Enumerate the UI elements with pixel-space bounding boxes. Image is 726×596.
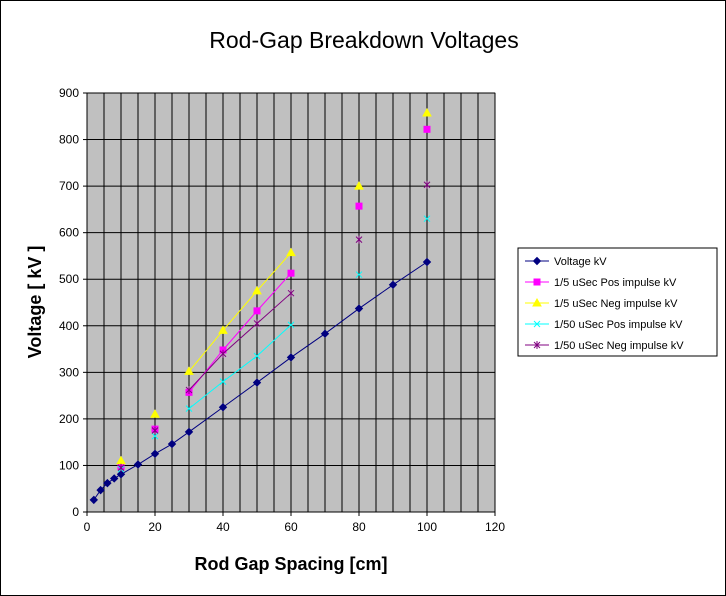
data-point <box>355 235 363 244</box>
legend-marker <box>532 297 542 307</box>
data-point <box>253 319 261 328</box>
data-series <box>89 108 432 505</box>
data-point <box>116 470 126 479</box>
data-point <box>320 329 330 338</box>
x-tick-label: 0 <box>84 520 91 534</box>
series-2 <box>116 108 432 465</box>
data-point <box>355 202 363 210</box>
data-point <box>287 289 295 298</box>
data-point <box>286 247 296 257</box>
data-point <box>184 366 194 375</box>
x-tick-label: 100 <box>417 520 437 534</box>
data-point <box>185 405 193 413</box>
data-point <box>252 378 262 387</box>
data-point <box>252 285 262 295</box>
data-point <box>103 478 112 488</box>
y-tick-label: 600 <box>59 226 79 240</box>
x-tick-label: 120 <box>485 520 505 534</box>
data-point <box>219 349 227 358</box>
y-tick-label: 0 <box>72 505 79 519</box>
legend-marker <box>533 320 541 328</box>
chart-title: Rod-Gap Breakdown Voltages <box>209 27 518 53</box>
data-point <box>96 485 105 495</box>
legend-entry: Voltage kV <box>554 256 607 268</box>
series-line <box>188 252 292 372</box>
series-4 <box>117 180 431 472</box>
y-tick-label: 900 <box>59 86 79 100</box>
data-point <box>184 427 194 437</box>
data-point <box>355 271 363 278</box>
data-point <box>253 307 261 315</box>
series-3 <box>117 215 431 473</box>
axes: 0 100 200 300 400 500 600 700 800 900 0 20 40 60 80 100… <box>59 86 505 534</box>
y-tick-label: 800 <box>59 133 79 147</box>
y-tick-label: 300 <box>59 365 79 379</box>
data-point <box>133 460 143 469</box>
series-line <box>93 261 428 501</box>
x-tick-label: 20 <box>148 520 162 534</box>
data-point <box>423 215 431 223</box>
x-tick-label: 40 <box>216 520 230 534</box>
legend-entry: 1/5 uSec Neg impulse kV <box>554 298 678 310</box>
x-axis-title: Rod Gap Spacing [cm] <box>194 554 387 574</box>
legend-marker <box>533 278 541 286</box>
data-point <box>117 463 125 472</box>
data-point <box>423 125 431 133</box>
y-tick-label: 700 <box>59 179 79 193</box>
grid-lines <box>86 92 496 513</box>
data-point <box>388 280 398 290</box>
data-point <box>218 403 228 412</box>
data-point <box>167 439 177 449</box>
series-0 <box>89 257 432 505</box>
data-point <box>287 269 295 277</box>
legend: Voltage kV 1/5 uSec Pos impulse kV 1/5 uSe… <box>517 247 718 357</box>
y-tick-label: 200 <box>59 412 79 426</box>
data-point <box>422 257 432 267</box>
y-axis-title: Voltage [ kV ] <box>25 246 45 359</box>
x-tick-label: 80 <box>352 520 366 534</box>
data-point <box>253 352 261 360</box>
legend-entry: 1/50 uSec Neg impulse kV <box>554 340 684 352</box>
data-point <box>150 449 160 459</box>
data-point <box>109 474 119 483</box>
legend-entry: 1/5 uSec Pos impulse kV <box>554 277 677 289</box>
data-point <box>185 386 193 395</box>
data-point <box>287 321 295 329</box>
data-point <box>151 426 159 435</box>
legend-marker <box>533 341 541 349</box>
data-point <box>354 304 364 313</box>
y-tick-label: 400 <box>59 319 79 333</box>
legend-marker <box>532 256 542 266</box>
series-line <box>188 292 292 391</box>
data-point <box>286 353 296 362</box>
legend-entry: 1/50 uSec Pos impulse kV <box>554 319 683 331</box>
data-point <box>219 378 227 385</box>
data-point <box>218 325 228 334</box>
data-point <box>423 180 431 189</box>
series-line <box>188 324 292 410</box>
data-point <box>354 181 364 190</box>
x-tick-label: 60 <box>284 520 298 534</box>
data-point <box>89 495 99 505</box>
data-point <box>150 409 160 418</box>
data-point <box>151 432 159 440</box>
legend-box <box>517 247 718 357</box>
y-tick-label: 500 <box>59 272 79 286</box>
data-point <box>422 108 432 117</box>
y-tick-label: 100 <box>59 458 79 472</box>
